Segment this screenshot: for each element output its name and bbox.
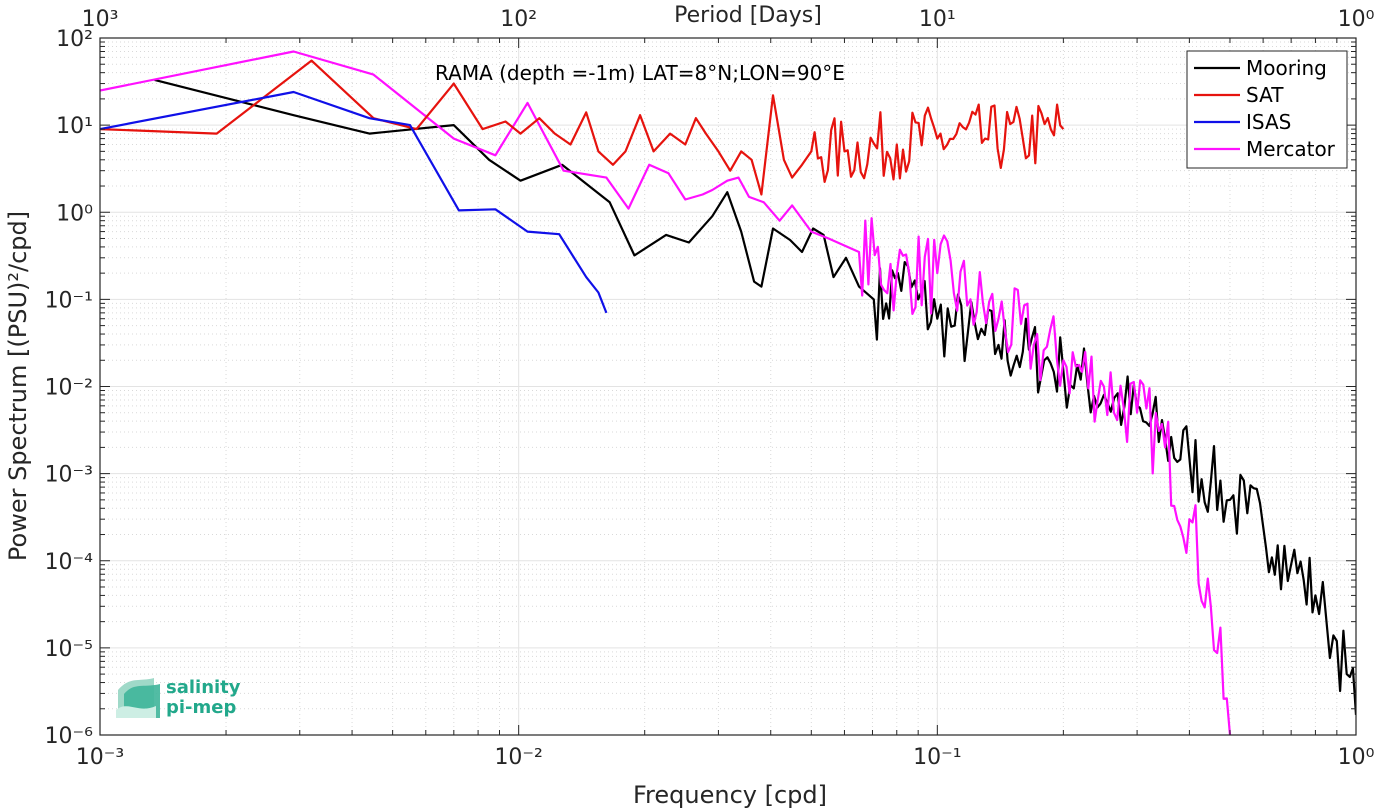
logo-text-pi-mep: pi-mep <box>166 697 236 718</box>
legend-label-sat: SAT <box>1246 83 1284 107</box>
x-tick-label: 10⁻² <box>494 745 542 770</box>
legend-label-mercator: Mercator <box>1246 137 1336 161</box>
top-tick-label: 10³ <box>82 7 119 32</box>
tick-marks <box>99 37 1357 736</box>
x-tick-label: 10⁻¹ <box>913 745 961 770</box>
legend-label-isas: ISAS <box>1246 110 1291 134</box>
top-tick-labels: 10³ 10² 10¹ 10⁰ <box>82 7 1375 32</box>
y-tick-label: 10⁻¹ <box>45 288 93 313</box>
series-layer <box>100 50 1356 735</box>
legend-label-mooring: Mooring <box>1246 56 1327 80</box>
y-tick-label: 10⁰ <box>56 201 93 226</box>
legend: Mooring SAT ISAS Mercator <box>1186 50 1348 169</box>
top-tick-label: 10² <box>500 7 537 32</box>
x-axis-label: Frequency [cpd] <box>633 781 827 809</box>
y-tick-label: 10⁻³ <box>45 463 93 488</box>
y-tick-label: 10¹ <box>56 114 93 139</box>
x-tick-label: 10⁻³ <box>76 745 124 770</box>
salinity-pi-mep-logo: salinity pi-mep <box>116 677 241 718</box>
major-grid <box>99 37 1357 736</box>
series-line-isas <box>100 90 608 314</box>
y-tick-label: 10⁻² <box>45 376 93 401</box>
y-axis-label: Power Spectrum [(PSU)²/cpd] <box>4 211 32 561</box>
top-axis-label: Period [Days] <box>674 3 822 28</box>
legend-items: Mooring SAT ISAS Mercator <box>1194 56 1336 161</box>
y-tick-labels: 10² 10¹ 10⁰ 10⁻¹ 10⁻² 10⁻³ 10⁻⁴ 10⁻⁵ 10⁻⁶ <box>45 27 94 749</box>
y-tick-label: 10⁻⁵ <box>45 637 93 662</box>
y-tick-label: 10⁻⁴ <box>45 550 94 575</box>
chart-title: RAMA (depth =-1m) LAT=8°N;LON=90°E <box>435 61 845 85</box>
top-tick-label: 10¹ <box>919 7 956 32</box>
x-tick-label: 10⁰ <box>1338 745 1375 770</box>
series-line-sat <box>100 59 1065 196</box>
y-tick-label: 10⁻⁶ <box>45 724 94 749</box>
y-tick-label: 10² <box>56 27 93 52</box>
top-tick-label: 10⁰ <box>1338 7 1375 32</box>
logo-text-salinity: salinity <box>166 677 241 698</box>
x-tick-labels: 10⁻³ 10⁻² 10⁻¹ 10⁰ <box>76 745 1375 770</box>
logo-wave-icon <box>116 706 156 718</box>
series-line-mercator <box>100 50 1232 735</box>
